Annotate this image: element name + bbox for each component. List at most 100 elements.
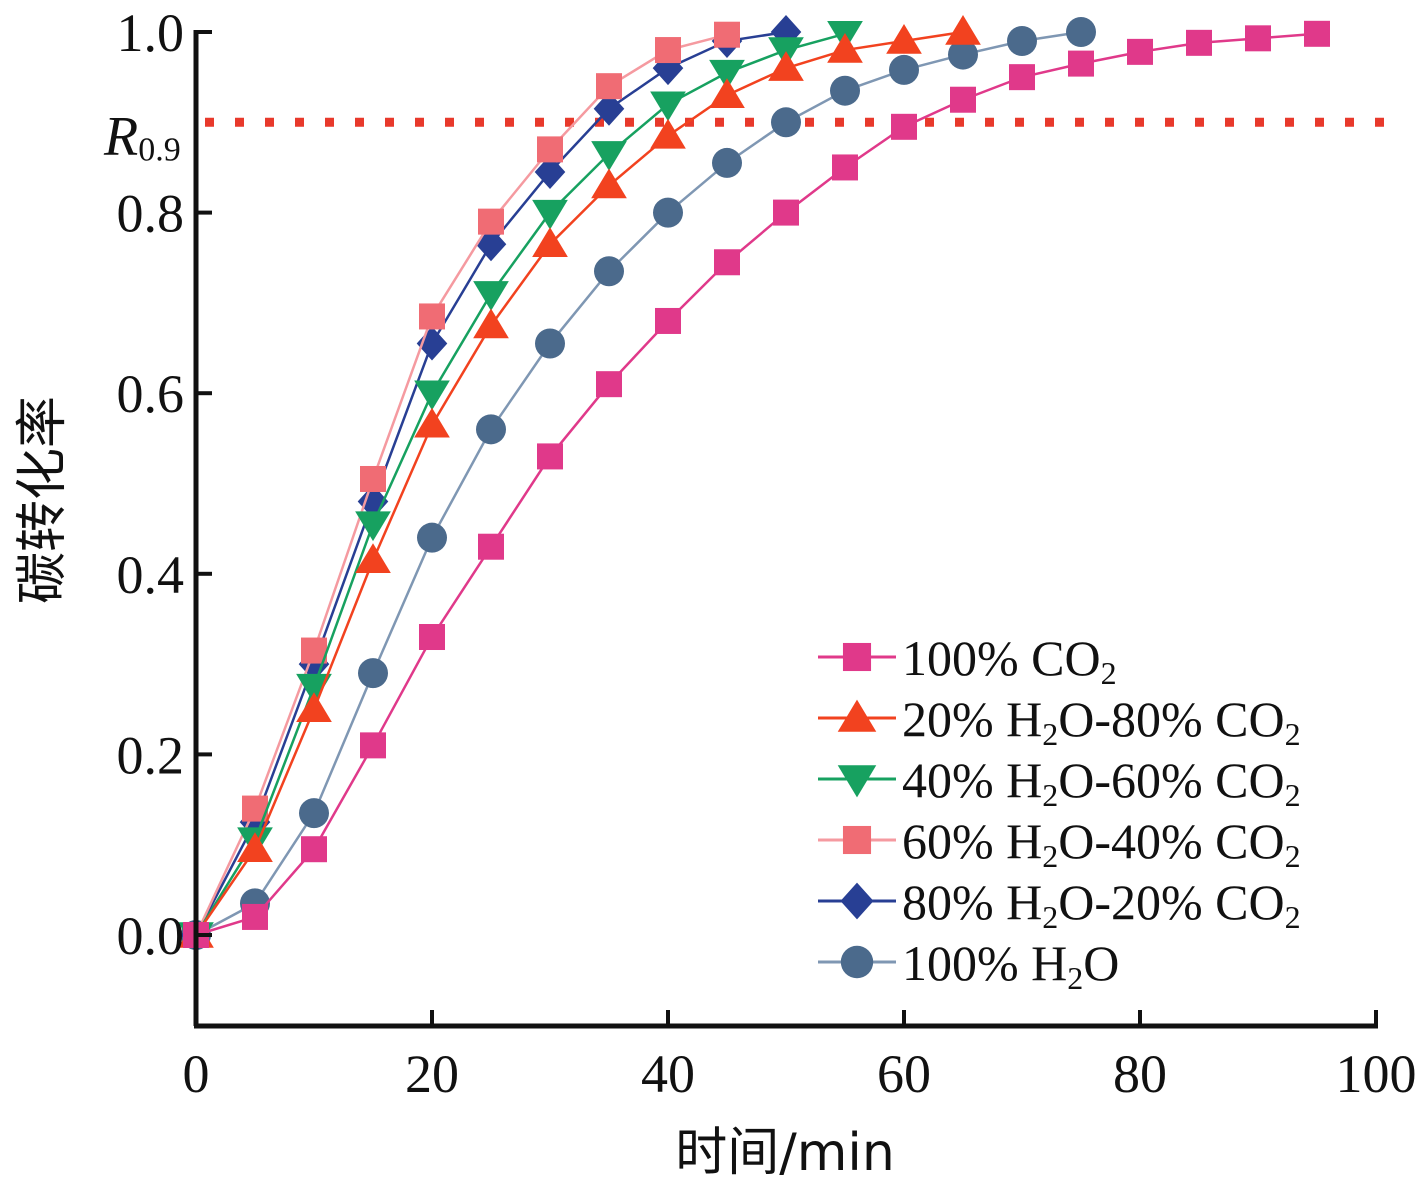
legend-label: 20% H2O-80% CO2 <box>902 691 1301 752</box>
x-axis-title: 时间/min <box>675 1123 895 1181</box>
legend-label-subscript: 2 <box>1042 899 1058 935</box>
legend-label-subscript: 2 <box>1285 899 1301 935</box>
data-point <box>1304 20 1330 47</box>
series-line <box>194 32 846 936</box>
data-point <box>532 199 568 230</box>
legend-label: 60% H2O-40% CO2 <box>902 813 1301 874</box>
legend-marker <box>837 765 877 798</box>
data-point <box>1009 64 1035 91</box>
series-5 <box>180 15 802 952</box>
legend-label-part: 80% H <box>902 874 1042 930</box>
x-tick-label: 0 <box>183 1044 210 1104</box>
data-point <box>301 836 327 863</box>
reference-label-sub: 0.9 <box>138 131 181 168</box>
data-point <box>768 51 804 81</box>
legend-label-part: O-40% CO <box>1058 813 1284 869</box>
data-point <box>476 414 506 445</box>
legend-label-part: 40% H <box>902 752 1042 808</box>
legend-label-subscript: 2 <box>1285 777 1301 813</box>
data-point <box>945 15 981 45</box>
data-point <box>534 154 566 189</box>
y-tick-label: 0.8 <box>117 184 185 244</box>
legend-marker <box>840 945 874 979</box>
series-2 <box>178 15 981 948</box>
legend-item: 100% CO2 <box>818 630 1117 691</box>
legend-label-part: O-60% CO <box>1058 752 1284 808</box>
legend-label-subscript: 2 <box>1285 838 1301 874</box>
data-point <box>473 281 509 311</box>
ticks-group: 0 20 40 60 80 100 0.0 0.2 0.4 0.6 0.8 1.0 <box>117 3 1417 1104</box>
data-point <box>532 227 568 257</box>
data-point <box>478 208 504 235</box>
legend-item: 80% H2O-20% CO2 <box>818 874 1301 935</box>
y-tick-label: 0.6 <box>117 364 185 424</box>
series-line <box>194 33 728 936</box>
axes-group <box>193 30 1378 1029</box>
legend-item: 40% H2O-60% CO2 <box>818 752 1301 813</box>
legend-marker <box>842 642 872 672</box>
series-6 <box>181 17 1096 950</box>
data-point <box>591 141 627 171</box>
data-point <box>419 624 445 651</box>
data-point <box>593 91 625 126</box>
data-point <box>591 168 627 199</box>
data-point <box>242 903 268 930</box>
data-point <box>650 91 686 122</box>
data-point <box>1066 17 1096 47</box>
data-point <box>414 407 450 438</box>
data-point <box>473 308 509 339</box>
data-point <box>712 147 742 178</box>
data-point <box>709 59 745 90</box>
data-point <box>537 136 563 163</box>
data-point <box>1127 38 1153 65</box>
legend-label: 80% H2O-20% CO2 <box>902 874 1301 935</box>
x-tick-label: 60 <box>877 1044 931 1104</box>
legend-label-part: O-20% CO <box>1058 874 1284 930</box>
legend-marker <box>837 699 877 732</box>
legend-label-part: 100% CO <box>902 630 1101 686</box>
data-point <box>714 249 740 276</box>
data-point <box>1007 26 1037 57</box>
x-tick-label: 40 <box>641 1044 695 1104</box>
data-point <box>535 328 565 359</box>
legend-label-part: 20% H <box>902 691 1042 747</box>
legend-label-subscript: 2 <box>1067 960 1083 996</box>
data-point <box>299 798 329 829</box>
data-point <box>360 465 386 492</box>
data-point <box>886 24 922 54</box>
data-point <box>358 658 388 689</box>
x-tick-label: 80 <box>1113 1044 1167 1104</box>
y-tick-label: 0.0 <box>117 906 185 966</box>
data-point <box>296 673 332 704</box>
data-point <box>650 118 686 149</box>
legend-label-subscript: 2 <box>1101 655 1117 691</box>
y-tick-label: 0.4 <box>117 545 185 605</box>
y-axis-title: 碳转化率 <box>13 396 73 604</box>
data-point <box>419 303 445 330</box>
legend-marker <box>842 825 872 855</box>
data-point <box>832 154 858 181</box>
data-point <box>891 113 917 140</box>
data-point <box>237 832 273 862</box>
legend-item: 100% H2O <box>818 935 1119 996</box>
y-tick-label: 1.0 <box>117 3 185 63</box>
series-line <box>195 30 1082 937</box>
data-point <box>770 15 802 49</box>
series-group <box>178 15 1330 952</box>
data-point <box>360 732 386 759</box>
legend-label-subscript: 2 <box>1285 716 1301 752</box>
data-point <box>827 33 863 63</box>
data-point <box>773 199 799 226</box>
data-point <box>1068 50 1094 77</box>
data-point <box>950 86 976 113</box>
x-tick-label: 20 <box>405 1044 459 1104</box>
series-line <box>194 30 787 936</box>
reference-label-main: R <box>103 105 138 167</box>
data-point <box>594 256 624 287</box>
data-point <box>414 380 450 411</box>
x-tick-label: 100 <box>1336 1044 1417 1104</box>
legend-label: 100% H2O <box>902 935 1119 996</box>
